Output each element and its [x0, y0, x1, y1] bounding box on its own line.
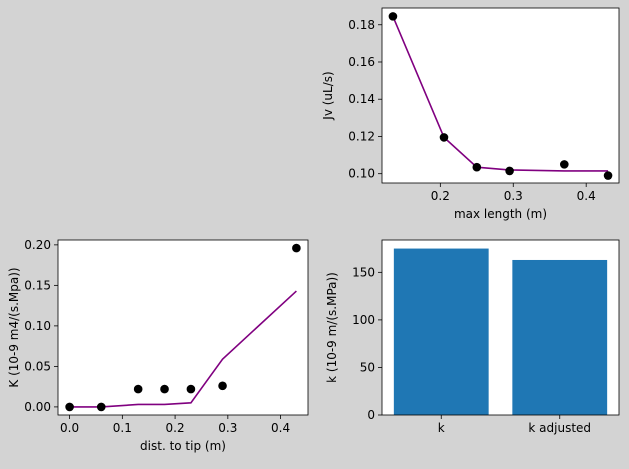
data-point-4	[560, 160, 569, 169]
y-tick-label-1: 0.12	[348, 129, 375, 143]
plot-area	[58, 240, 308, 415]
data-point-4	[186, 384, 196, 394]
chart-K: 0.0 0.1 0.2 0.3 0.4 0.00 0.05 0.10 0.15 0.20 dist.…	[7, 238, 309, 453]
x-tick-label-1: 0.3	[504, 189, 523, 203]
plot-frame	[381, 7, 620, 184]
plot-frame	[381, 239, 620, 416]
bar-0	[393, 248, 489, 415]
data-point-3	[160, 384, 169, 394]
y-tick-label-4: 0.20	[24, 238, 51, 252]
y-axis-label: Jv (uL/s)	[321, 71, 335, 120]
data-point-1	[96, 402, 106, 412]
x-axis-label: max length (m)	[454, 207, 547, 221]
data-point-5	[603, 171, 613, 180]
x-tick-label-0: 0.0	[60, 421, 79, 435]
y-axis-label: K (10-9 m4/(s.Mpa))	[7, 267, 21, 387]
data-point-6	[292, 243, 301, 253]
fit-line	[392, 16, 609, 172]
data-point-0	[65, 402, 74, 412]
x-tick-label-1: 0.1	[113, 421, 132, 435]
data-point-0	[388, 12, 398, 21]
x-tick-label-0: 0.2	[431, 189, 450, 203]
x-axis-label: dist. to tip (m)	[140, 439, 226, 453]
y-tick-label-2: 0.14	[348, 92, 375, 106]
chart-jv: 0.2 0.3 0.4 0.10 0.12 0.14 0.16 0.18 max length …	[321, 7, 620, 221]
x-tick-label-2: 0.4	[577, 189, 596, 203]
data-point-5	[218, 381, 227, 391]
y-tick-label-0: 0.00	[24, 400, 51, 414]
y-tick-label-2: 0.10	[24, 319, 51, 333]
plot-area	[382, 8, 619, 183]
data-point-2	[133, 384, 143, 394]
y-tick-label-0: 0	[367, 408, 375, 422]
data-point-2	[472, 162, 482, 172]
chart-k: k k adjusted 0 50 100 150 k (10-9 m/(s.MPa))	[325, 239, 620, 435]
y-tick-label-2: 100	[352, 313, 375, 327]
y-tick-label-1: 0.05	[24, 359, 51, 373]
y-axis-label: k (10-9 m/(s.MPa))	[325, 272, 339, 383]
data-point-3	[505, 166, 514, 176]
data-point-1	[439, 133, 449, 142]
y-tick-label-4: 0.18	[348, 18, 375, 32]
plot-frame	[57, 239, 309, 416]
y-tick-label-1: 50	[360, 360, 375, 374]
y-tick-label-3: 0.15	[24, 278, 51, 292]
bar-1	[512, 259, 608, 415]
y-tick-label-3: 150	[352, 265, 375, 279]
x-tick-label-1: k adjusted	[528, 421, 591, 435]
x-tick-label-3: 0.3	[218, 421, 237, 435]
y-tick-label-3: 0.16	[348, 55, 375, 69]
y-tick-label-0: 0.10	[348, 167, 375, 181]
x-tick-label-2: 0.2	[166, 421, 185, 435]
x-tick-label-0: k	[438, 421, 445, 435]
x-tick-label-4: 0.4	[271, 421, 290, 435]
